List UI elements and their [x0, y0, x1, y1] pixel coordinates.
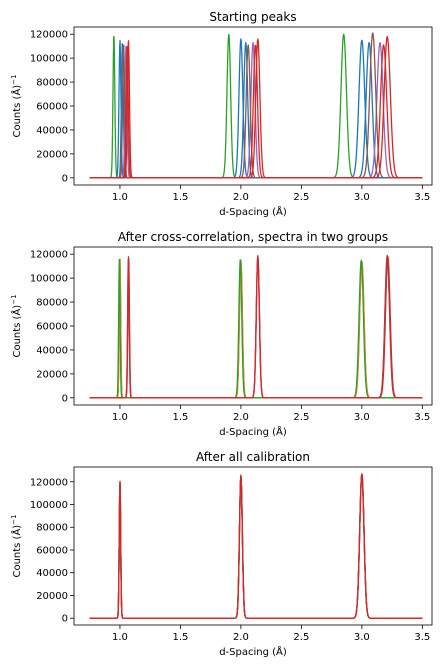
y-tick-label: 120000: [30, 30, 68, 41]
y-axis-label-text: Counts (Å): [10, 85, 23, 138]
y-axis-label: Counts (Å)−1: [10, 294, 23, 357]
series-line-6: [89, 255, 423, 399]
x-tick-label: 1.0: [112, 412, 128, 423]
y-tick-label: 80000: [36, 523, 68, 534]
y-tick-label: 80000: [36, 78, 68, 89]
y-axis-label-exponent: −1: [10, 294, 18, 304]
x-tick-label: 1.5: [172, 192, 188, 203]
x-axis-label: d-Spacing (Å): [219, 645, 287, 658]
y-tick-label: 40000: [36, 345, 68, 356]
x-tick-label: 3.0: [354, 412, 370, 423]
x-tick-label: 2.0: [233, 412, 249, 423]
chart-panel-1: Starting peaks 1.0 1.5 2.0 2.5 3.0 3.5 0 20000 40…: [10, 10, 433, 218]
x-tick-label: 3.5: [414, 632, 430, 643]
y-tick-label: 100000: [30, 274, 68, 285]
y-tick-label: 40000: [36, 568, 68, 579]
x-tick-label: 1.0: [112, 632, 128, 643]
y-tick-label: 0: [62, 173, 68, 184]
y-tick-label: 60000: [36, 545, 68, 556]
y-axis-label-exponent: −1: [10, 514, 18, 524]
chart-title: After all calibration: [196, 450, 310, 464]
y-tick-label: 80000: [36, 298, 68, 309]
x-tick-label: 2.0: [233, 192, 249, 203]
x-tick-label: 2.5: [293, 632, 309, 643]
x-tick-label: 1.5: [172, 412, 188, 423]
y-tick-label: 100000: [30, 500, 68, 511]
y-axis-label: Counts (Å)−1: [10, 514, 23, 577]
y-tick-label: 120000: [30, 477, 68, 488]
series-line-5: [89, 473, 423, 619]
x-tick-label: 1.0: [112, 192, 128, 203]
x-tick-label: 3.5: [414, 192, 430, 203]
x-tick-label: 3.5: [414, 412, 430, 423]
chart-title: After cross-correlation, spectra in two …: [118, 230, 388, 244]
series-line-2: [89, 474, 423, 619]
x-tick-label: 2.5: [293, 192, 309, 203]
y-axis-label: Counts (Å)−1: [10, 74, 23, 137]
series-line-7: [89, 44, 423, 179]
y-tick-label: 100000: [30, 54, 68, 65]
x-tick-label: 3.0: [354, 632, 370, 643]
series-line-6: [89, 473, 423, 619]
y-tick-label: 0: [62, 614, 68, 625]
plot-frame: [73, 246, 433, 406]
y-tick-label: 60000: [36, 102, 68, 113]
series-line-1: [89, 475, 423, 619]
y-axis-label-exponent: −1: [10, 74, 18, 84]
y-tick-label: 20000: [36, 369, 68, 380]
x-axis-label: d-Spacing (Å): [219, 205, 287, 218]
chart-title: Starting peaks: [209, 10, 296, 24]
y-tick-label: 40000: [36, 125, 68, 136]
y-tick-label: 20000: [36, 149, 68, 160]
series-line-4: [89, 473, 423, 619]
x-tick-label: 2.5: [293, 412, 309, 423]
y-axis-label-text: Counts (Å): [10, 525, 23, 578]
y-tick-label: 20000: [36, 591, 68, 602]
plot-frame: [73, 466, 433, 626]
x-tick-label: 2.0: [233, 632, 249, 643]
chart-panel-3: After all calibration 1.0 1.5 2.0 2.5 3.0 3.5 0…: [10, 450, 433, 658]
series-line-3: [89, 474, 423, 619]
plot-frame: [73, 26, 433, 186]
x-axis-label: d-Spacing (Å): [219, 425, 287, 438]
x-tick-label: 3.0: [354, 192, 370, 203]
y-tick-label: 120000: [30, 250, 68, 261]
y-tick-label: 0: [62, 393, 68, 404]
chart-panel-2: After cross-correlation, spectra in two …: [10, 230, 433, 438]
y-tick-label: 60000: [36, 322, 68, 333]
x-tick-label: 1.5: [172, 632, 188, 643]
y-axis-label-text: Counts (Å): [10, 305, 23, 358]
